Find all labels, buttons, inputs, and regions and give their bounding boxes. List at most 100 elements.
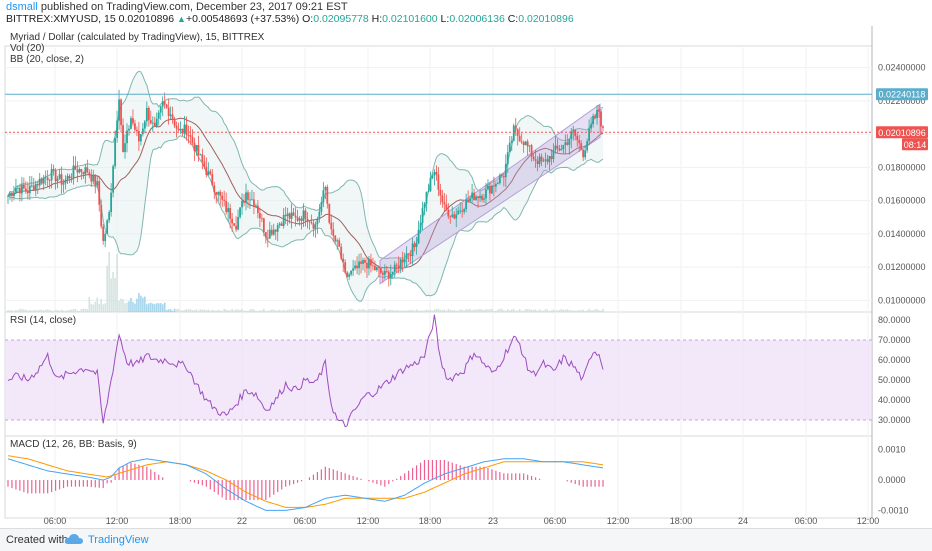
volume-bar [354, 310, 356, 312]
candle-body [532, 156, 535, 160]
time-tick-label: 06:00 [44, 516, 67, 526]
volume-bar [516, 310, 519, 312]
volume-bar [15, 310, 17, 312]
candle-body [282, 214, 285, 226]
tradingview-cloud-icon [64, 534, 83, 544]
volume-bar [205, 310, 208, 312]
candle-body [20, 184, 23, 194]
candle-body [272, 229, 275, 235]
candle-body [72, 165, 75, 178]
volume-bar [265, 310, 267, 312]
volume-bar [197, 310, 200, 312]
candle-body [237, 217, 239, 230]
candle-body [346, 272, 349, 277]
candle-body [143, 121, 146, 129]
tradingview-link[interactable]: TradingView [88, 534, 149, 546]
volume-bar [21, 309, 23, 312]
volume-bar [88, 297, 91, 312]
volume-bar [114, 278, 116, 312]
candle-body [477, 196, 479, 199]
candle-body [387, 271, 390, 279]
volume-bar [393, 310, 396, 312]
candle-body [205, 167, 208, 176]
candle-body [76, 169, 79, 173]
volume-bar [439, 310, 442, 312]
volume-bar [386, 310, 388, 312]
footer: Created with TradingView [0, 528, 932, 551]
volume-bar [280, 310, 283, 312]
volume-bar [270, 309, 273, 312]
macd-line [7, 458, 604, 511]
volume-bar [463, 310, 465, 312]
volume-bar [362, 309, 364, 312]
volume-bar [308, 309, 311, 312]
volume-bar [546, 309, 549, 312]
candle-body [534, 159, 537, 161]
candle-body [326, 186, 329, 204]
candle-body [292, 212, 295, 216]
volume-bar [526, 309, 529, 312]
volume-bar [534, 309, 537, 312]
candle-body [141, 128, 144, 134]
rsi-band [5, 340, 872, 420]
author-link[interactable]: dsmall [6, 1, 38, 13]
candle-body [538, 156, 541, 165]
candle-body [401, 259, 404, 263]
volume-bar [310, 309, 313, 312]
volume-bar [342, 310, 344, 312]
candle-body [530, 145, 533, 157]
candle-body [568, 139, 571, 145]
volume-bar [215, 310, 218, 312]
candle-body [377, 267, 380, 269]
candle-body [60, 174, 63, 185]
volume-legend: Vol (20) [10, 43, 44, 54]
volume-bar [56, 309, 59, 312]
volume-bar [17, 310, 19, 312]
candle-body [310, 222, 313, 224]
volume-bar [269, 310, 271, 312]
candle-body [153, 122, 156, 127]
volume-bar [455, 310, 458, 312]
candle-body [104, 233, 107, 241]
candle-body [435, 171, 438, 175]
volume-bar [403, 310, 406, 312]
volume-bar [74, 308, 77, 312]
candle-body [36, 184, 39, 186]
chart-svg[interactable]: 0.01000000 0.01200000 0.01400000 0.01600000… [0, 26, 932, 526]
rsi-tick-label: 50.0000 [878, 375, 911, 385]
volume-bar [378, 309, 380, 312]
volume-bar [505, 310, 507, 312]
candle-body [550, 156, 553, 160]
candle-body [520, 141, 523, 143]
volume-bar [203, 309, 206, 312]
candle-body [239, 207, 241, 218]
candle-body [528, 145, 531, 147]
chart-area[interactable]: 0.01000000 0.01200000 0.01400000 0.01600000… [0, 26, 932, 531]
volume-bar [25, 309, 27, 312]
candle-body [175, 125, 178, 129]
candle-body [110, 192, 113, 213]
candle-body [415, 243, 418, 247]
volume-bar [479, 308, 481, 312]
volume-bar [66, 310, 69, 312]
volume-bar [443, 309, 446, 312]
volume-bar [457, 310, 460, 312]
candle-body [332, 229, 335, 236]
volume-bar [106, 265, 108, 312]
candle-body [122, 125, 124, 152]
volume-bar [318, 308, 321, 312]
volume-bar [594, 309, 596, 312]
candle-body [437, 174, 440, 190]
volume-bar [267, 310, 269, 312]
time-tick-label: 23 [488, 516, 498, 526]
time-tick-label: 12:00 [357, 516, 380, 526]
candle-body [304, 210, 307, 219]
candle-body [379, 268, 382, 273]
candle-body [46, 177, 49, 180]
volume-bar [592, 310, 594, 312]
volume-bar [413, 310, 416, 312]
candle-body [558, 148, 561, 151]
candle-body [247, 192, 249, 200]
volume-bar [195, 309, 198, 312]
volume-bar [532, 309, 535, 312]
